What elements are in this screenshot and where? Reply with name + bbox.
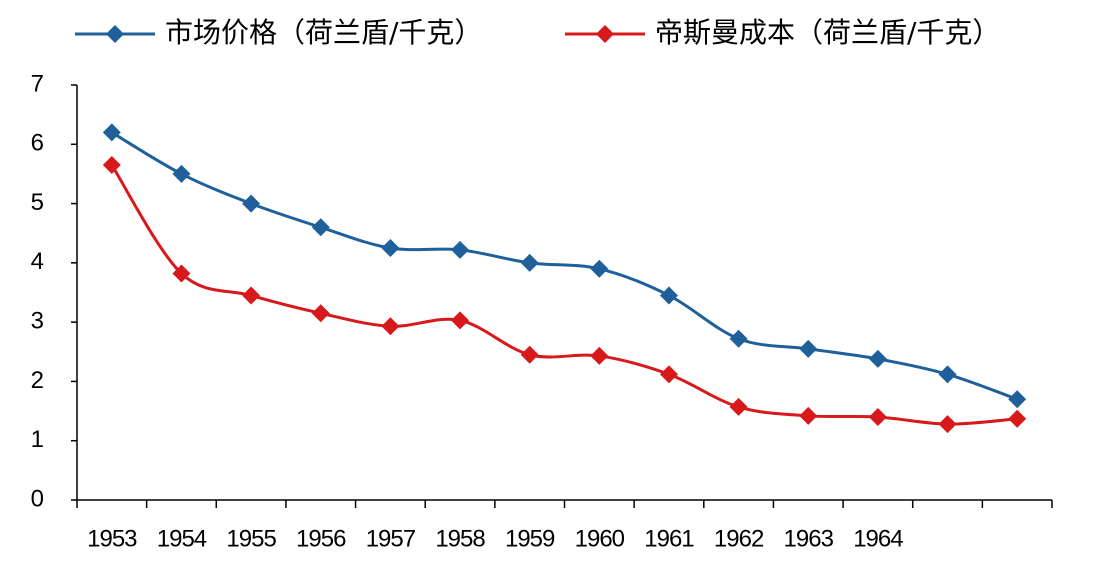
y-tick-label: 3: [31, 307, 44, 334]
point: [1008, 390, 1027, 409]
point: [451, 311, 470, 330]
x-tick-label: 1959: [505, 525, 555, 552]
point: [311, 218, 330, 237]
y-tick-label: 0: [31, 485, 44, 512]
y-tick-label: 6: [31, 130, 44, 157]
x-tick-label: 1954: [157, 525, 207, 552]
point: [311, 304, 330, 323]
x-tick-label: 1953: [87, 525, 137, 552]
legend-marker: [106, 25, 124, 43]
point: [659, 365, 678, 384]
x-tick-label: 1956: [296, 525, 346, 552]
x-tick-label: 1958: [435, 525, 485, 552]
point: [729, 397, 748, 416]
y-tick-label: 7: [31, 70, 44, 97]
x-tick-label: 1961: [644, 525, 694, 552]
point: [868, 408, 887, 426]
point: [242, 286, 261, 305]
legend-label: 市场价格（荷兰盾/千克）: [165, 16, 482, 49]
x-tick-label: 1960: [575, 525, 625, 552]
point: [451, 240, 470, 259]
legend-label: 帝斯曼成本（荷兰盾/千克）: [655, 16, 1000, 49]
point: [799, 406, 818, 425]
point: [381, 239, 400, 258]
point: [868, 349, 887, 368]
y-tick-label: 4: [31, 248, 44, 275]
point: [659, 286, 678, 305]
point: [242, 194, 261, 213]
y-tick-label: 1: [31, 426, 44, 453]
point: [938, 415, 957, 434]
point: [520, 253, 539, 272]
point: [381, 317, 400, 336]
point: [172, 264, 191, 283]
point: [590, 259, 609, 278]
point: [938, 365, 957, 384]
point: [172, 164, 191, 183]
point: [729, 329, 748, 348]
point: [102, 156, 121, 175]
point: [799, 339, 818, 358]
point: [590, 346, 609, 365]
y-tick-label: 2: [31, 367, 44, 394]
point: [102, 123, 121, 142]
x-tick-label: 1963: [784, 525, 834, 552]
x-tick-label: 1962: [714, 525, 764, 552]
point: [1008, 409, 1027, 428]
x-tick-label: 1957: [366, 525, 416, 552]
legend-marker: [596, 25, 614, 43]
x-tick-label: 1955: [226, 525, 276, 552]
x-tick-label: 1964: [853, 525, 903, 552]
point: [520, 345, 539, 364]
y-tick-label: 5: [31, 189, 44, 216]
